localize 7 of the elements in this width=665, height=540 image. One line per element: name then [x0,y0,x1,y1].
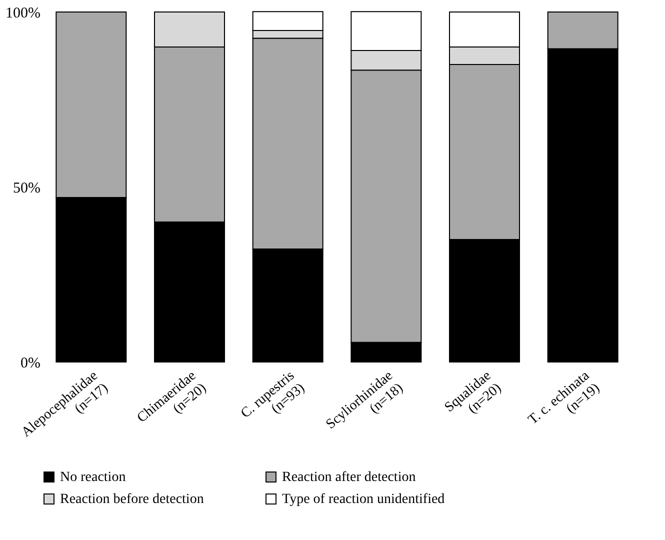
y-tick-label: 100% [6,6,40,22]
y-tick-label: 0% [20,356,40,372]
legend-label: Reaction before detection [60,492,204,507]
y-tick-label: 50% [13,180,40,196]
legend-label: Type of reaction unidentified [282,492,445,507]
legend-label: Reaction after detection [282,470,416,485]
legend-label: No reaction [60,470,126,485]
